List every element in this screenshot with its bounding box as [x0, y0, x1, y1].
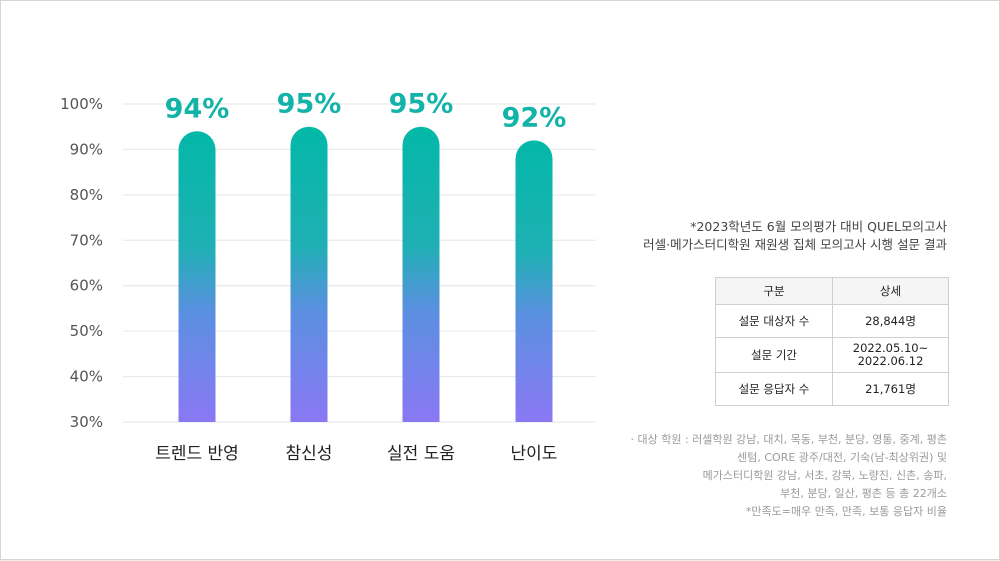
footnote-line-1: · 대상 학원 : 러셀학원 강남, 대치, 목동, 부천, 분당, 영통, 중…	[630, 433, 947, 446]
footnote: · 대상 학원 : 러셀학원 강남, 대치, 목동, 부천, 분당, 영통, 중…	[617, 431, 947, 521]
y-tick-label: 60%	[70, 277, 103, 295]
bar	[290, 126, 328, 422]
y-tick-label: 90%	[70, 140, 103, 158]
footnote-line-2: 센텀, CORE 광주/대전, 기숙(남-최상위권) 및	[737, 451, 947, 464]
bar	[515, 140, 553, 423]
row-value: 28,844명	[832, 304, 949, 338]
footnote-line-4: 부천, 분당, 일산, 평촌 등 총 22개소	[780, 487, 947, 500]
data-label: 94%	[165, 93, 230, 124]
y-tick-label: 70%	[70, 231, 103, 249]
survey-info-table: 구분 상세 설문 대상자 수 28,844명 설문 기간 2022.05.10~…	[715, 277, 949, 406]
row-value: 21,761명	[832, 372, 949, 406]
row-value: 2022.05.10~ 2022.06.12	[832, 337, 949, 373]
header-detail: 상세	[832, 277, 949, 305]
row-label: 설문 기간	[715, 337, 833, 373]
y-tick-label: 30%	[70, 413, 103, 431]
note-line-1: *2023학년도 6월 모의평가 대비 QUEL모의고사	[690, 219, 947, 234]
y-tick-label: 80%	[70, 186, 103, 204]
data-label: 95%	[389, 89, 454, 120]
category-label: 트렌드 반영	[155, 444, 239, 464]
category-labels: 트렌드 반영 참신성 실전 도움 난이도	[155, 444, 557, 464]
header-category: 구분	[715, 277, 833, 305]
data-labels: 94% 95% 95% 92%	[165, 89, 567, 134]
y-axis-ticks: 100% 90% 80% 70% 60% 50% 40% 30%	[60, 95, 103, 431]
y-tick-label: 40%	[70, 368, 103, 386]
y-tick-label: 100%	[60, 95, 103, 113]
table-header-row: 구분 상세	[715, 277, 949, 305]
category-label: 난이도	[511, 444, 558, 464]
table-row: 설문 기간 2022.05.10~ 2022.06.12	[715, 337, 949, 373]
bar	[178, 131, 216, 422]
category-label: 실전 도움	[387, 444, 455, 464]
table-row: 설문 대상자 수 28,844명	[715, 304, 949, 338]
data-label: 95%	[277, 89, 342, 120]
note-line-2: 러셀·메가스터디학원 재원생 집체 모의고사 시행 설문 결과	[643, 237, 947, 252]
bars	[178, 126, 553, 423]
category-label: 참신성	[286, 444, 333, 464]
satisfaction-bar-chart: 100% 90% 80% 70% 60% 50% 40% 30% 94% 95% 95% 92% 트…	[60, 89, 596, 464]
row-label: 설문 대상자 수	[715, 304, 833, 338]
bar	[402, 126, 440, 422]
data-label: 92%	[502, 102, 567, 133]
footnote-line-5: *만족도=매우 만족, 만족, 보통 응답자 비율	[745, 505, 947, 518]
table-row: 설문 응답자 수 21,761명	[715, 372, 949, 406]
y-tick-label: 50%	[70, 322, 103, 340]
footnote-line-3: 메가스터디학원 강남, 서초, 강북, 노량진, 신촌, 송파,	[702, 469, 947, 482]
survey-source-note: *2023학년도 6월 모의평가 대비 QUEL모의고사 러셀·메가스터디학원 …	[587, 218, 947, 254]
row-label: 설문 응답자 수	[715, 372, 833, 406]
